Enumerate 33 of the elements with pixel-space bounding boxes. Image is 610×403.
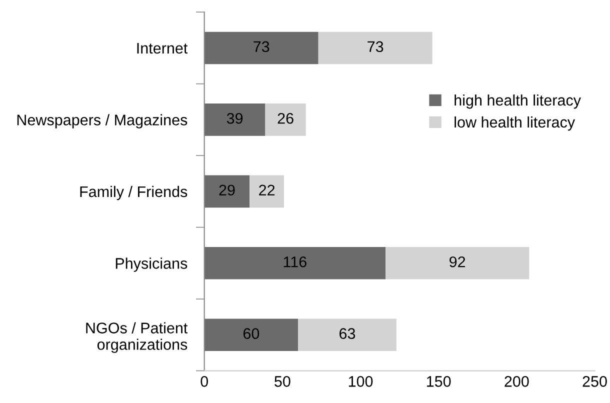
- y-tick-label: NGOs / Patient organizations: [86, 322, 188, 353]
- x-tick-label: 150: [427, 376, 451, 387]
- bar: [204, 247, 386, 280]
- bar: [204, 32, 318, 64]
- bar: [298, 318, 396, 352]
- x-tick-label: 100: [348, 376, 373, 387]
- data-label: 73: [254, 41, 270, 52]
- x-tick-label: 0: [200, 376, 208, 387]
- bar: [250, 175, 284, 208]
- x-tick-label: 200: [504, 376, 529, 387]
- y-tick-label: Internet: [137, 42, 188, 54]
- data-label: 29: [219, 184, 235, 196]
- bar: [204, 318, 298, 352]
- data-label: 73: [368, 41, 384, 52]
- y-tick-label: Newspapers / Magazines: [17, 114, 188, 128]
- legend-label: low health literacy: [454, 116, 576, 131]
- bar: [318, 32, 432, 64]
- data-label: 26: [278, 112, 294, 124]
- data-label: 92: [450, 256, 466, 268]
- data-label: 116: [284, 256, 306, 268]
- y-tick-label: Physicians: [116, 258, 188, 272]
- data-label: 63: [340, 328, 356, 339]
- bar: [265, 104, 306, 136]
- bar: [204, 104, 266, 136]
- x-tick-label: 250: [582, 376, 607, 387]
- bar: [385, 247, 530, 280]
- data-label: 39: [226, 112, 243, 124]
- legend-label: high health literacy: [454, 94, 581, 109]
- bar: [204, 175, 250, 208]
- x-tick-label: 50: [274, 376, 290, 387]
- data-label: 60: [243, 328, 260, 339]
- y-tick-label: Family / Friends: [80, 186, 188, 200]
- data-label: 22: [259, 184, 275, 196]
